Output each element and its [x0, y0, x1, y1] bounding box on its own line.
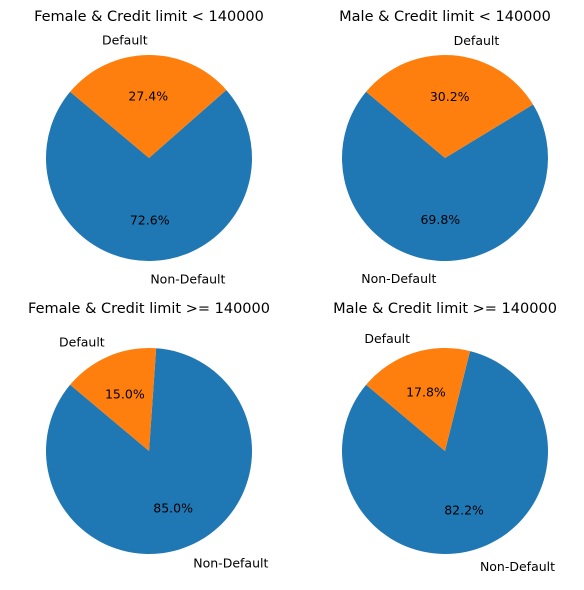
chart-male-high-limit: Male & Credit limit >= 140000 Non-Defaul… — [333, 301, 557, 574]
pie-slice-default — [366, 347, 471, 451]
chart-female-high-limit: Female & Credit limit >= 140000 Non-Defa… — [28, 301, 270, 570]
slice-label: Default — [102, 33, 148, 48]
chart-male-low-limit: Male & Credit limit < 140000 Non-Default… — [339, 9, 551, 286]
percent-label: 15.0% — [105, 387, 145, 402]
chart-title: Female & Credit limit >= 140000 — [28, 301, 270, 317]
percent-label: 17.8% — [406, 385, 446, 400]
percent-label: 85.0% — [153, 500, 193, 515]
slice-label: Default — [59, 335, 105, 350]
pie-slice-non-default — [46, 348, 253, 554]
slice-label: Default — [454, 33, 500, 48]
pie-slice-non-default — [46, 89, 253, 262]
percent-label: 82.2% — [444, 502, 484, 517]
pie-slice-non-default — [342, 351, 549, 554]
percent-label: 27.4% — [128, 89, 168, 104]
chart-title: Male & Credit limit >= 140000 — [333, 301, 557, 317]
chart-title: Female & Credit limit < 140000 — [34, 9, 264, 25]
slice-label: Non-Default — [193, 555, 268, 570]
chart-title: Male & Credit limit < 140000 — [339, 9, 551, 25]
pie-slice-default — [70, 347, 157, 451]
percent-label: 30.2% — [430, 89, 470, 104]
pie-slice-non-default — [342, 91, 549, 261]
chart-female-low-limit: Female & Credit limit < 140000 Non-Defau… — [34, 9, 264, 286]
percent-label: 69.8% — [420, 212, 460, 227]
pie-slice-default — [366, 54, 534, 158]
slice-label: Default — [364, 331, 410, 346]
slice-label: Non-Default — [361, 271, 436, 286]
percent-label: 72.6% — [130, 212, 170, 227]
slice-label: Non-Default — [480, 559, 555, 574]
pie-slice-default — [70, 55, 227, 158]
slice-label: Non-Default — [150, 271, 225, 286]
